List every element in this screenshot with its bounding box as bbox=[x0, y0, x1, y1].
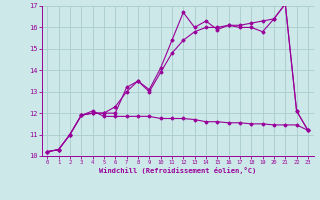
X-axis label: Windchill (Refroidissement éolien,°C): Windchill (Refroidissement éolien,°C) bbox=[99, 167, 256, 174]
